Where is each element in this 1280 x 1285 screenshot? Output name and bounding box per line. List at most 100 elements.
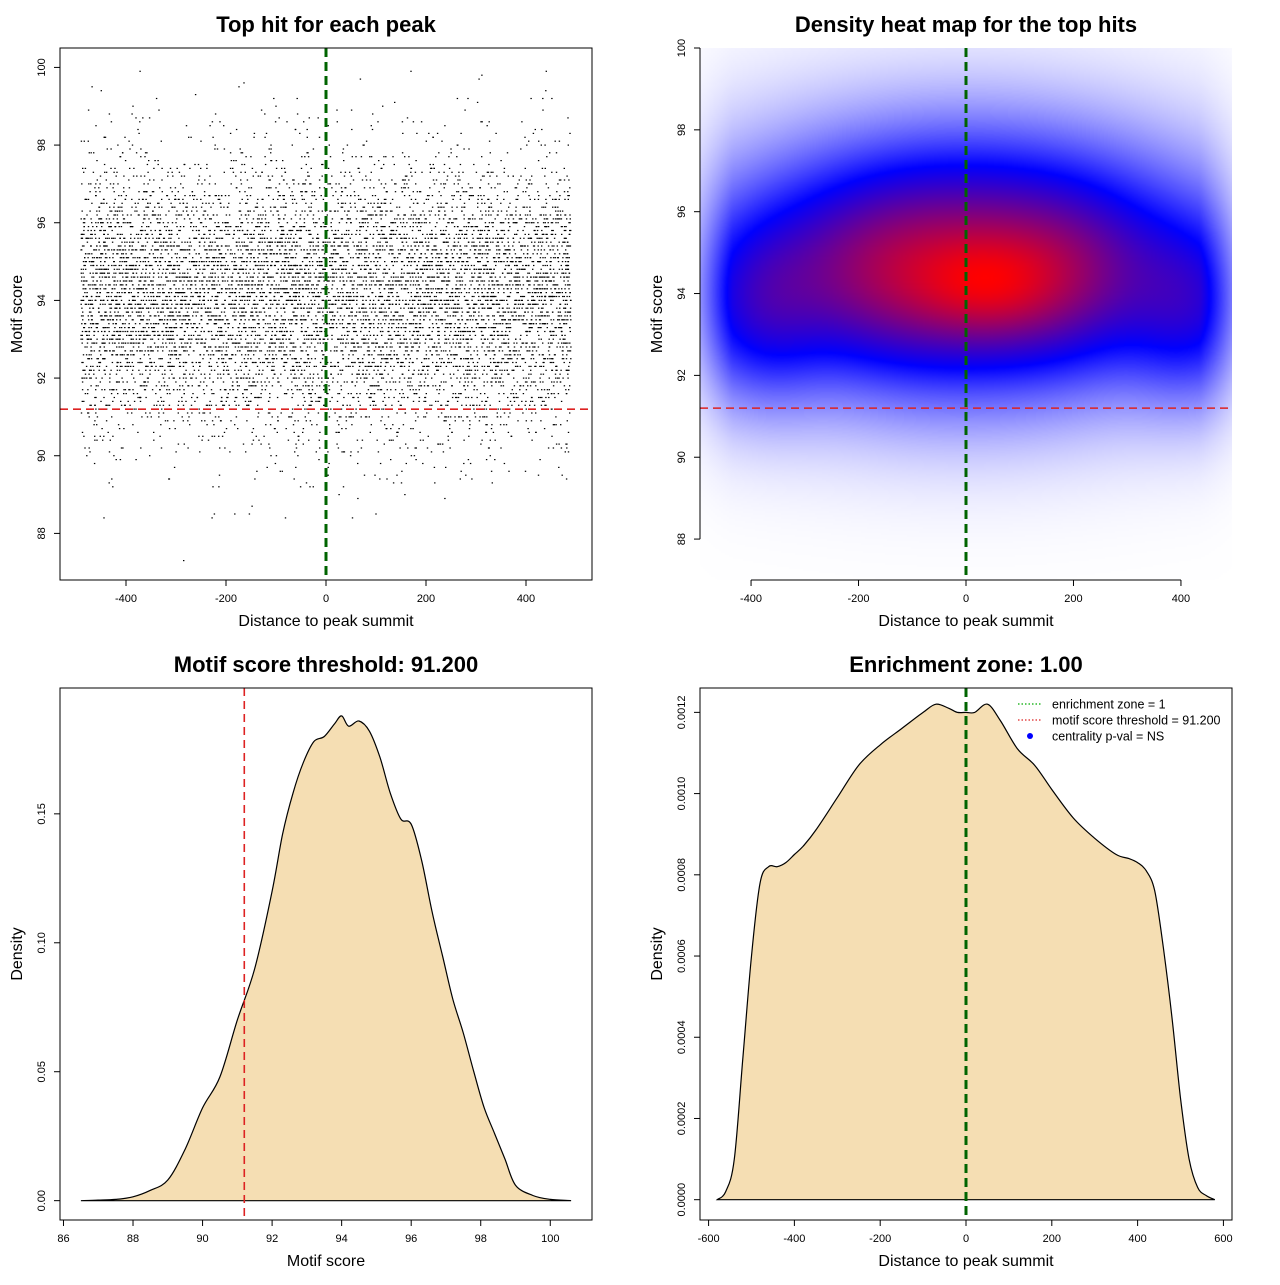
scatter-point	[251, 276, 253, 278]
scatter-point	[152, 292, 154, 294]
scatter-point	[468, 311, 470, 313]
scatter-point	[481, 365, 483, 367]
scatter-point	[198, 253, 200, 255]
scatter-point	[92, 226, 94, 228]
scatter-point	[440, 412, 443, 414]
scatter-point	[143, 175, 146, 177]
scatter-point	[160, 284, 162, 286]
scatter-point	[126, 361, 128, 364]
scatter-point	[247, 350, 249, 352]
scatter-point	[407, 187, 410, 189]
scatter-point	[295, 299, 297, 301]
scatter-point	[299, 272, 301, 274]
scatter-point	[433, 245, 436, 247]
scatter-point	[168, 354, 170, 356]
scatter-point	[284, 517, 287, 519]
scatter-point	[286, 183, 288, 185]
scatter-point	[287, 377, 289, 379]
scatter-point	[449, 315, 451, 317]
scatter-point	[410, 323, 413, 325]
scatter-point	[246, 249, 249, 251]
scatter-point	[431, 206, 434, 208]
scatter-point	[181, 396, 183, 399]
scatter-point	[490, 171, 492, 173]
scatter-point	[516, 358, 518, 360]
scatter-point	[228, 295, 230, 298]
scatter-point	[514, 354, 516, 356]
scatter-point	[478, 78, 480, 80]
scatter-point	[354, 272, 356, 274]
scatter-point	[214, 144, 216, 146]
scatter-point	[507, 288, 509, 290]
scatter-point	[131, 361, 133, 364]
scatter-point	[425, 354, 428, 356]
scatter-point	[269, 342, 271, 344]
scatter-point	[467, 226, 470, 228]
scatter-point	[356, 377, 358, 379]
scatter-point	[353, 288, 355, 290]
scatter-point	[543, 276, 545, 278]
scatter-point	[472, 330, 474, 333]
scatter-point	[155, 97, 158, 100]
scatter-point	[104, 249, 106, 251]
scatter-point	[118, 428, 121, 430]
scatter-point	[229, 167, 232, 169]
scatter-point	[330, 361, 332, 364]
scatter-point	[300, 358, 302, 360]
scatter-point	[483, 350, 486, 352]
scatter-point	[90, 245, 92, 247]
scatter-point	[208, 365, 211, 367]
scatter-point	[214, 416, 217, 418]
scatter-point	[366, 249, 368, 251]
scatter-point	[232, 389, 234, 391]
scatter-point	[465, 261, 468, 263]
scatter-point	[285, 202, 287, 204]
scatter-point	[139, 358, 142, 360]
scatter-point	[327, 229, 329, 232]
scatter-point	[214, 295, 217, 298]
scatter-point	[402, 299, 404, 301]
scatter-point	[467, 299, 469, 301]
scatter-point	[280, 245, 283, 247]
scatter-point	[522, 206, 524, 208]
scatter-point	[306, 338, 308, 340]
scatter-point	[456, 365, 458, 367]
scatter-point	[215, 350, 217, 352]
scatter-point	[489, 342, 491, 344]
scatter-point	[330, 373, 332, 375]
scatter-point	[128, 249, 130, 251]
scatter-point	[126, 222, 128, 224]
scatter-point	[222, 373, 225, 375]
scatter-point	[349, 455, 352, 457]
scatter-point	[484, 202, 486, 204]
scatter-point	[470, 338, 472, 340]
scatter-point	[347, 323, 349, 325]
scatter-point	[205, 257, 208, 259]
scatter-point	[289, 288, 292, 290]
scatter-point	[264, 253, 266, 255]
scatter-point	[467, 342, 469, 344]
scatter-point	[356, 393, 358, 395]
scatter-point	[377, 381, 379, 383]
scatter-point	[461, 261, 463, 263]
scatter-point	[143, 280, 146, 282]
scatter-point	[422, 245, 424, 247]
scatter-point	[111, 292, 113, 294]
scatter-point	[132, 424, 134, 426]
scatter-point	[502, 323, 504, 325]
scatter-point	[242, 396, 245, 399]
scatter-point	[550, 261, 552, 263]
scatter-point	[505, 361, 508, 364]
scatter-point	[235, 257, 237, 259]
scatter-point	[310, 167, 312, 169]
scatter-point	[353, 191, 356, 193]
scatter-point	[315, 315, 317, 317]
scatter-point	[150, 323, 152, 325]
scatter-point	[117, 222, 120, 224]
scatter-point	[292, 276, 295, 278]
scatter-point	[563, 179, 566, 181]
scatter-point	[224, 229, 226, 232]
scatter-point	[294, 198, 296, 200]
scatter-point	[176, 315, 179, 317]
scatter-point	[291, 191, 293, 193]
